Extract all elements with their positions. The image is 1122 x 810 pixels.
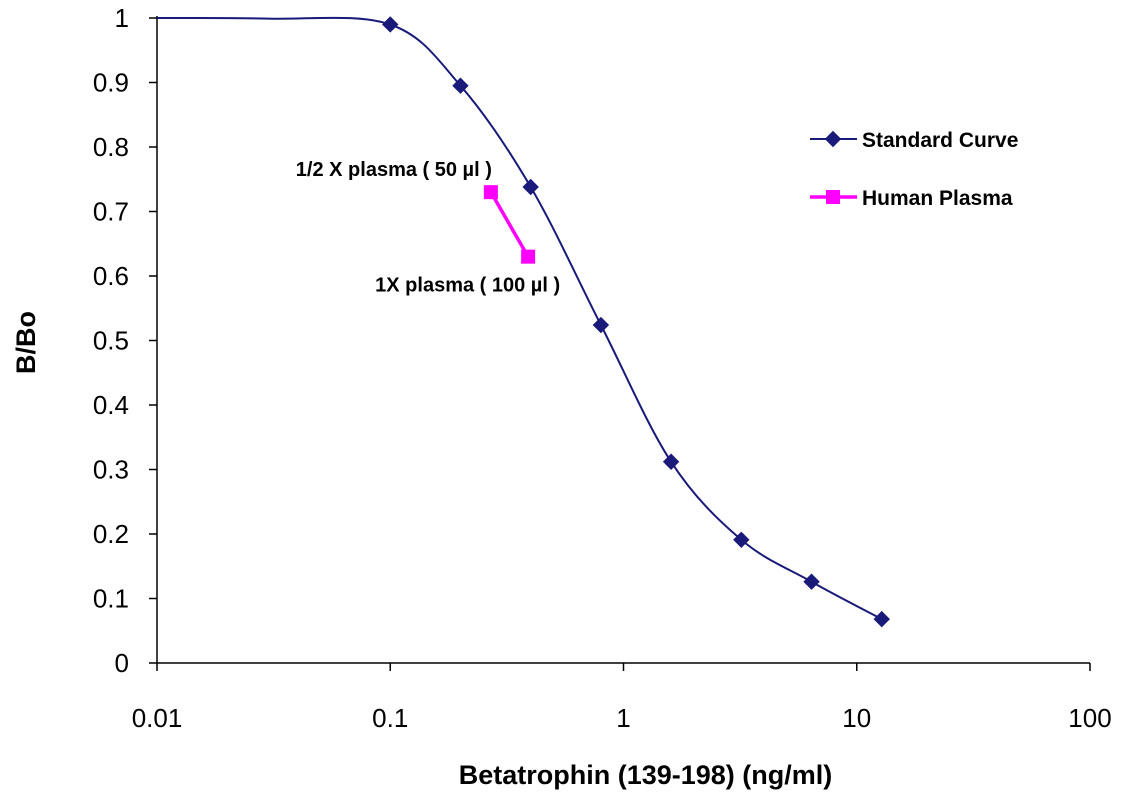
x-tick-label: 100 [1068, 703, 1111, 733]
x-axis-title: Betatrophin (139-198) (ng/ml) [459, 760, 833, 790]
y-tick-label: 0.9 [93, 68, 129, 98]
y-tick-label: 0.8 [93, 132, 129, 162]
y-tick-label: 0.6 [93, 261, 129, 291]
y-tick-label: 0.2 [93, 519, 129, 549]
standard-curve-point [803, 573, 820, 590]
legend-label: Human Plasma [862, 187, 1013, 210]
x-tick-label: 1 [616, 703, 630, 733]
standard-curve-point [873, 610, 890, 628]
y-tick-label: 0.7 [93, 197, 129, 227]
standard-curve-point [452, 77, 469, 94]
x-tick-label: 0.1 [372, 703, 408, 733]
plot-area: 0 0.1 0.2 0.3 0.4 0.5 0.6 0.7 0.8 0.9 1 0.01 0.1 1 10 1… [11, 3, 1112, 790]
standard-curve-point [592, 316, 610, 334]
standard-curve-line [156, 16, 883, 620]
standard-curve-point [382, 16, 399, 33]
y-tick-label: 0.3 [93, 455, 129, 485]
legend-label: Standard Curve [862, 129, 1018, 152]
y-tick-label: 0 [115, 648, 129, 678]
y-axis-title: B/Bo [11, 311, 41, 374]
y-tick-label: 0.1 [93, 584, 129, 614]
annotation-half-plasma: 1/2 X plasma ( 50 µl ) [296, 159, 492, 181]
human-plasma-line [489, 191, 530, 258]
x-tick-label: 0.01 [132, 703, 183, 733]
y-tick-label: 0.4 [93, 390, 129, 420]
standard-curve-point [522, 178, 539, 196]
y-tick-label: 0.5 [93, 326, 129, 356]
standard-curve-point [733, 531, 750, 549]
legend-marker [824, 130, 842, 148]
human-plasma-point [483, 185, 498, 200]
x-tick-label: 10 [842, 703, 871, 733]
human-plasma-point [521, 249, 536, 264]
standard-curve-point [662, 453, 680, 470]
y-tick-label: 1 [115, 3, 129, 33]
annotation-full-plasma: 1X plasma ( 100 µl ) [375, 275, 560, 297]
legend-marker [826, 190, 840, 204]
